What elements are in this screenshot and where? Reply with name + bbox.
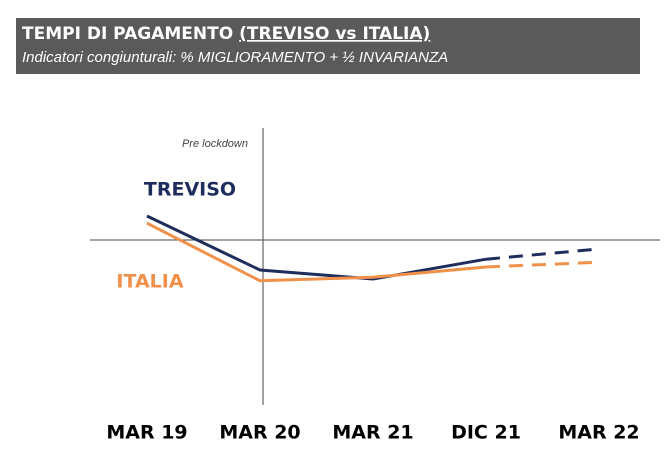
series-line [146,214,487,281]
series-line [146,221,487,283]
x-tick-label: MAR 20 [219,422,300,444]
x-tick-label: DIC 21 [451,422,521,444]
chart-title: TEMPI DI PAGAMENTO (TREVISO vs ITALIA) [22,24,430,44]
series-line-dashed [485,247,600,261]
series-line-dashed [485,260,600,269]
x-tick-label: MAR 22 [558,422,639,444]
x-tick-label: MAR 21 [332,422,413,444]
legend-label: TREVISO [144,179,236,201]
header-band [16,18,640,74]
title-main: TEMPI DI PAGAMENTO [22,24,233,44]
legend-label: ITALIA [116,271,183,293]
annotation: Pre lockdown [182,138,248,150]
chart-subtitle: Indicatori congiunturali: % MIGLIORAMENT… [22,49,448,66]
x-tick-label: MAR 19 [106,422,187,444]
title-underlined: (TREVISO vs ITALIA) [239,24,430,44]
